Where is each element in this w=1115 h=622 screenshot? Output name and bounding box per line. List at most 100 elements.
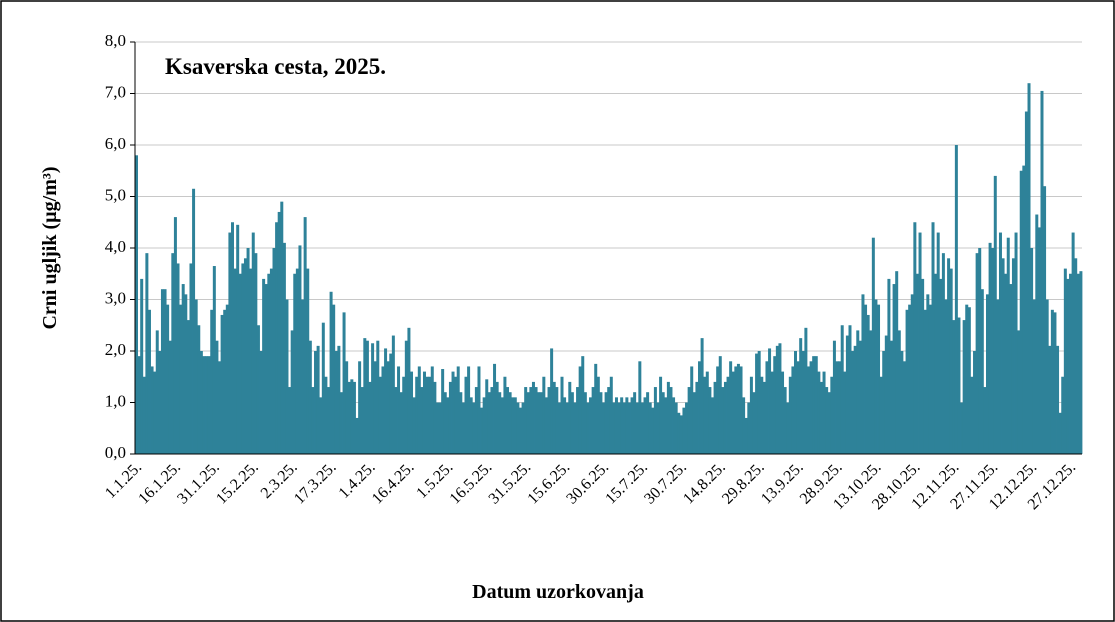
bar <box>620 397 624 454</box>
bar <box>843 371 847 454</box>
bar <box>415 376 419 454</box>
bar <box>181 284 185 454</box>
bar <box>267 273 271 454</box>
bar <box>358 361 362 454</box>
bar <box>749 376 753 454</box>
bar <box>1050 309 1054 454</box>
bar <box>355 417 359 454</box>
bar <box>664 397 668 454</box>
bar <box>612 402 616 454</box>
bar <box>485 379 489 454</box>
bar <box>614 397 618 454</box>
y-tick-label: 1,0 <box>105 391 126 410</box>
bar <box>931 222 935 454</box>
bar <box>983 387 987 454</box>
bar <box>350 379 354 454</box>
bar <box>225 304 229 454</box>
bar <box>742 397 746 454</box>
y-axis-title: Crni ugljik (µg/m³) <box>39 166 61 329</box>
bar <box>864 304 868 454</box>
bar <box>812 356 816 454</box>
bar <box>288 387 292 454</box>
bar <box>454 376 458 454</box>
bar <box>537 392 541 454</box>
bar <box>710 397 714 454</box>
bar <box>604 392 608 454</box>
bar <box>433 381 437 454</box>
bar <box>137 356 141 454</box>
bar <box>389 353 393 454</box>
bar <box>768 348 772 454</box>
bar <box>576 387 580 454</box>
bar <box>407 327 411 454</box>
bar <box>472 402 476 454</box>
bar <box>825 387 829 454</box>
bar <box>980 289 984 454</box>
bar <box>895 271 899 454</box>
bar <box>189 263 193 454</box>
bar <box>965 304 969 454</box>
bar <box>858 340 862 454</box>
bar <box>202 356 206 454</box>
bar <box>653 387 657 454</box>
bar <box>877 304 881 454</box>
bar <box>469 397 473 454</box>
bar <box>272 248 276 454</box>
bar <box>1045 299 1049 454</box>
bar <box>243 258 247 454</box>
bar <box>1040 90 1044 455</box>
bar <box>171 253 175 454</box>
bar <box>262 278 266 454</box>
bar <box>757 351 761 454</box>
bar <box>806 366 810 454</box>
bar <box>830 376 834 454</box>
bar <box>879 376 883 454</box>
bar <box>404 340 408 454</box>
bar <box>1074 258 1078 454</box>
bar <box>518 407 522 454</box>
bar <box>762 381 766 454</box>
bar <box>194 299 198 454</box>
bar <box>609 376 613 454</box>
bar <box>690 366 694 454</box>
bar <box>915 273 919 454</box>
bar <box>788 376 792 454</box>
bar <box>500 397 504 454</box>
bar <box>692 392 696 454</box>
bar <box>163 289 167 454</box>
bar <box>534 387 538 454</box>
bar <box>747 402 751 454</box>
bar <box>295 268 299 454</box>
bar <box>1006 237 1010 454</box>
bar <box>1056 345 1060 454</box>
bar <box>1024 111 1028 455</box>
bar <box>155 330 159 454</box>
bar <box>399 392 403 454</box>
bar <box>223 309 227 454</box>
bar <box>456 366 460 454</box>
bar <box>153 371 157 454</box>
bar <box>783 387 787 454</box>
bar <box>381 366 385 454</box>
bar <box>923 309 927 454</box>
bar <box>184 294 188 454</box>
bar <box>487 392 491 454</box>
bar <box>461 402 465 454</box>
bar <box>625 397 629 454</box>
bar <box>796 361 800 454</box>
bar <box>256 325 260 454</box>
bar <box>586 402 590 454</box>
bar <box>290 330 294 454</box>
bar <box>926 294 930 454</box>
bar <box>158 351 162 454</box>
bar <box>410 371 414 454</box>
bar <box>993 175 997 454</box>
bar <box>739 366 743 454</box>
bar <box>947 258 951 454</box>
bar <box>529 387 533 454</box>
bar <box>365 340 369 454</box>
bar <box>280 201 284 454</box>
bar <box>402 376 406 454</box>
bar <box>176 263 180 454</box>
bar <box>778 343 782 454</box>
